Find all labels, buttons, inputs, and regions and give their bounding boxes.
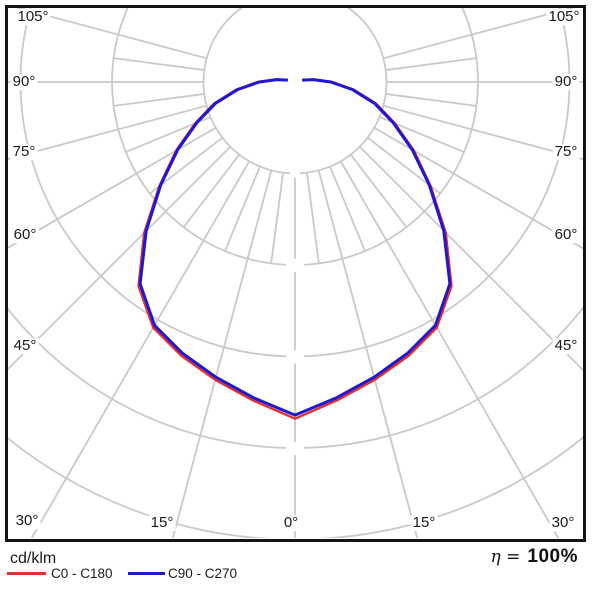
- minor-radial-line: [385, 57, 477, 71]
- minor-radial-line: [113, 57, 205, 71]
- radial-line: [15, 8, 207, 60]
- gap: [286, 350, 304, 364]
- radial-line: [8, 146, 231, 371]
- legend-label-c0-c180: C0 - C180: [51, 566, 113, 581]
- minor-radial-line: [385, 93, 477, 107]
- angle-label: 90°: [552, 73, 580, 91]
- eta-value: 100%: [527, 546, 578, 567]
- minor-radial-line: [113, 93, 205, 107]
- minor-radial-line: [270, 172, 284, 264]
- minor-radial-line: [306, 172, 320, 264]
- gap: [290, 169, 300, 178]
- radial-line: [383, 8, 575, 60]
- eta-symbol: η =: [490, 547, 521, 567]
- radial-line: [30, 160, 251, 538]
- angle-label: 75°: [10, 143, 38, 161]
- angle-label: 15°: [148, 514, 176, 532]
- unit-label: cd/klm: [10, 550, 57, 567]
- legend-label-c90-c270: C90 - C270: [168, 566, 238, 581]
- axis-ring-gaps: [286, 169, 304, 455]
- plot-frame: [5, 5, 586, 542]
- radial-line: [359, 146, 583, 372]
- angle-label: 15°: [410, 514, 438, 532]
- minor-radial-line: [349, 154, 408, 228]
- radial-line: [383, 104, 583, 161]
- minor-radial-line: [329, 166, 366, 252]
- radial-line: [8, 126, 217, 249]
- radial-line: [339, 160, 560, 538]
- angle-label: 45°: [11, 337, 39, 355]
- angle-label: 60°: [552, 226, 580, 244]
- angle-label: 60°: [11, 226, 39, 244]
- gap: [286, 259, 304, 272]
- angle-label: 75°: [552, 143, 580, 161]
- gap: [286, 442, 304, 455]
- radial-line: [317, 170, 419, 538]
- radial-line: [8, 104, 207, 160]
- angle-label: 105°: [15, 8, 51, 26]
- angle-label: 0°: [281, 514, 301, 532]
- grid-ring: [202, 8, 388, 175]
- radial-line: [171, 170, 273, 538]
- angle-label: 90°: [10, 73, 38, 91]
- angle-label: 105°: [546, 8, 582, 26]
- radial-line: [373, 126, 583, 250]
- curve-c90-c270: [138, 78, 452, 417]
- c90-c270-line-swatch: [128, 572, 165, 575]
- angle-label: 30°: [549, 514, 577, 532]
- c0-c180-line-swatch: [7, 572, 46, 575]
- light-output-ratio: η = 100%: [491, 546, 578, 568]
- minor-radial-line: [224, 166, 261, 252]
- angle-label: 45°: [552, 337, 580, 355]
- minor-radial-line: [182, 154, 241, 228]
- angle-label: 30°: [13, 512, 41, 530]
- grid-ring: [8, 306, 583, 449]
